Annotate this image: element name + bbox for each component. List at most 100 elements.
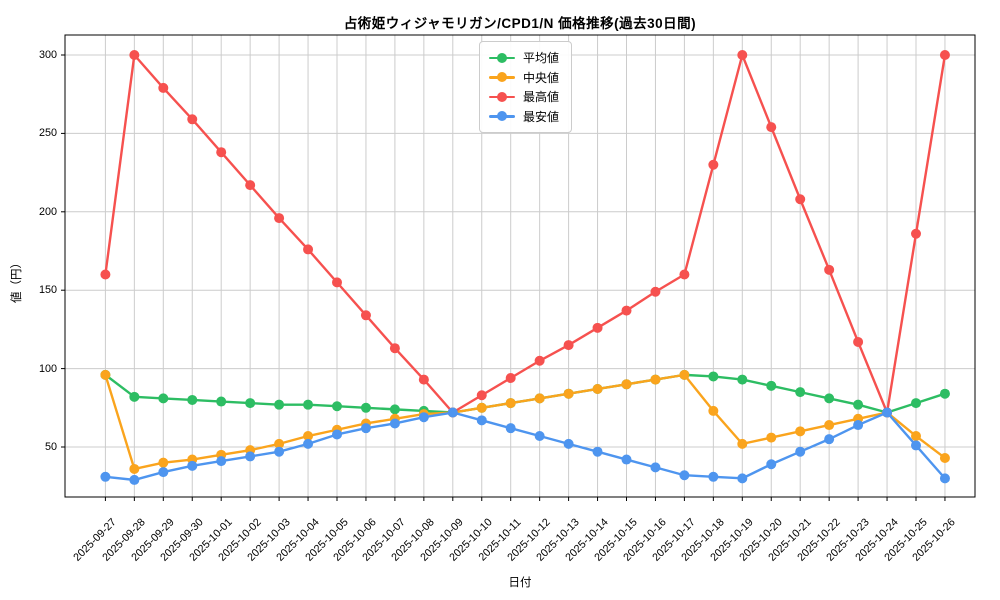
- legend-item-lowest: 最安値: [489, 107, 559, 127]
- data-point-lowest: [216, 456, 227, 467]
- data-point-highest: [245, 180, 256, 191]
- data-point-lowest: [621, 454, 632, 465]
- axes: [61, 34, 976, 501]
- data-point-lowest: [853, 420, 864, 431]
- data-point-median: [505, 398, 516, 409]
- data-point-lowest: [911, 440, 921, 451]
- data-point-highest: [360, 310, 371, 321]
- data-point-lowest: [332, 429, 342, 440]
- data-point-average: [766, 380, 777, 391]
- data-point-highest: [795, 194, 806, 205]
- legend-label-highest: 最高値: [523, 90, 560, 105]
- data-point-median: [766, 432, 777, 443]
- data-point-median: [100, 369, 111, 380]
- data-point-highest: [708, 159, 719, 170]
- data-point-average: [708, 371, 719, 382]
- series-line-average: [100, 369, 950, 418]
- data-point-highest: [100, 269, 111, 280]
- data-point-lowest: [245, 451, 256, 462]
- legend: 平均値 中央値 最高値 最安値: [479, 41, 573, 133]
- data-point-median: [911, 431, 921, 442]
- data-point-average: [129, 391, 140, 402]
- data-point-median: [129, 463, 140, 474]
- data-point-average: [216, 396, 227, 407]
- data-point-median: [274, 438, 285, 449]
- data-point-average: [939, 388, 950, 399]
- data-point-lowest: [882, 407, 893, 418]
- data-point-median: [679, 369, 690, 380]
- data-point-highest: [679, 269, 690, 280]
- data-point-average: [158, 393, 169, 404]
- data-point-median: [476, 402, 487, 413]
- data-point-average: [274, 399, 285, 410]
- data-point-median: [563, 388, 574, 399]
- data-point-average: [187, 394, 198, 405]
- data-point-median: [824, 420, 835, 431]
- legend-marker-median-icon: [489, 72, 515, 83]
- data-point-highest: [737, 50, 748, 60]
- data-point-average: [332, 401, 342, 412]
- data-point-highest: [303, 244, 314, 255]
- y-tick-label: 200: [38, 205, 57, 218]
- legend-label-lowest: 最安値: [523, 109, 560, 124]
- data-point-highest: [650, 286, 661, 297]
- data-point-highest: [911, 228, 921, 239]
- series-line-lowest: [100, 407, 950, 485]
- data-point-lowest: [795, 446, 806, 457]
- legend-item-average: 平均値: [489, 48, 559, 68]
- data-point-highest: [476, 390, 487, 401]
- data-point-lowest: [766, 459, 777, 470]
- data-point-average: [824, 393, 835, 404]
- y-tick-label: 100: [38, 362, 57, 375]
- data-point-average: [795, 387, 806, 398]
- legend-marker-average-icon: [489, 52, 515, 63]
- data-point-lowest: [100, 471, 111, 482]
- legend-label-average: 平均値: [523, 51, 560, 66]
- data-point-average: [360, 402, 371, 413]
- data-point-lowest: [447, 407, 458, 418]
- data-point-median: [303, 431, 314, 442]
- data-point-highest: [939, 50, 950, 60]
- data-point-lowest: [737, 473, 748, 484]
- legend-marker-highest-icon: [489, 91, 515, 102]
- data-point-highest: [332, 277, 342, 288]
- data-point-highest: [853, 336, 864, 347]
- data-point-lowest: [360, 423, 371, 434]
- y-tick-label: 50: [44, 441, 57, 453]
- data-point-highest: [129, 50, 140, 60]
- data-point-highest: [592, 322, 603, 333]
- data-point-median: [737, 438, 748, 449]
- data-point-highest: [158, 82, 169, 93]
- data-point-median: [158, 457, 169, 468]
- data-point-median: [621, 379, 632, 390]
- data-point-lowest: [187, 460, 198, 471]
- y-tick-label: 250: [38, 127, 57, 140]
- data-point-highest: [534, 355, 545, 366]
- data-point-median: [650, 374, 661, 385]
- data-point-average: [737, 374, 748, 385]
- data-point-lowest: [476, 415, 487, 426]
- data-point-highest: [418, 374, 429, 385]
- data-point-lowest: [129, 474, 140, 485]
- data-point-lowest: [592, 446, 603, 457]
- series-line-highest: [100, 50, 950, 418]
- data-point-lowest: [650, 462, 661, 473]
- data-point-lowest: [274, 446, 285, 457]
- data-point-lowest: [303, 438, 314, 449]
- data-point-lowest: [534, 431, 545, 442]
- data-point-highest: [621, 305, 632, 316]
- y-tick-label: 150: [38, 284, 57, 297]
- data-point-highest: [505, 373, 516, 384]
- data-point-highest: [563, 340, 574, 351]
- y-tick-label: 300: [38, 49, 57, 61]
- data-point-median: [592, 383, 603, 394]
- data-point-median: [939, 452, 950, 463]
- data-point-lowest: [389, 418, 400, 429]
- data-point-median: [708, 405, 719, 416]
- data-point-lowest: [505, 423, 516, 434]
- data-point-average: [389, 404, 400, 415]
- data-point-lowest: [824, 434, 835, 445]
- x-axis-label: 日付: [508, 577, 532, 589]
